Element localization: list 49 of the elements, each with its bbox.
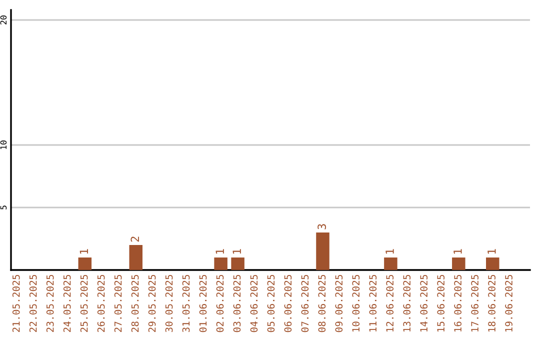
- x-tick-label: 03.06.2025: [233, 274, 241, 332]
- x-tick-label: 09.06.2025: [335, 274, 343, 332]
- x-tick-label: 16.06.2025: [454, 274, 462, 332]
- x-tick-label: 31.05.2025: [182, 274, 190, 332]
- bar: [214, 258, 228, 270]
- x-tick-label: 04.06.2025: [250, 274, 258, 332]
- x-tick-label: 12.06.2025: [386, 274, 394, 332]
- x-tick-label: 15.06.2025: [437, 274, 445, 332]
- x-tick-label: 06.06.2025: [284, 274, 292, 332]
- x-tick-label: 30.05.2025: [165, 274, 173, 332]
- x-tick-label: 08.06.2025: [318, 274, 326, 332]
- bar: [316, 232, 330, 270]
- data-label: 3: [318, 224, 326, 230]
- x-tick-label: 07.06.2025: [301, 274, 309, 332]
- data-label: 1: [216, 249, 224, 254]
- data-label: 1: [80, 249, 88, 254]
- data-label: 2: [130, 236, 139, 242]
- x-tick-label: 27.05.2025: [114, 274, 122, 332]
- x-tick-label: 18.06.2025: [488, 274, 496, 332]
- x-tick-label: 25.05.2025: [80, 274, 88, 332]
- bar: [231, 258, 244, 270]
- bar: [486, 258, 500, 270]
- x-tick-label: 13.06.2025: [403, 274, 411, 332]
- x-tick-label: 10.06.2025: [352, 274, 360, 332]
- data-label: 1: [232, 249, 241, 254]
- x-tick-label: 21.05.2025: [12, 274, 20, 332]
- data-label: 1: [488, 249, 496, 254]
- bar: [78, 258, 92, 270]
- x-tick-label: 28.05.2025: [131, 274, 139, 332]
- data-label: 1: [454, 249, 462, 254]
- y-tick-label: 20: [0, 16, 7, 24]
- bar: [384, 258, 398, 270]
- x-tick-label: 29.05.2025: [148, 274, 156, 332]
- x-tick-label: 19.06.2025: [505, 274, 512, 332]
- x-tick-label: 26.05.2025: [97, 274, 105, 332]
- x-tick-label: 22.05.2025: [29, 274, 37, 332]
- x-tick-label: 24.05.2025: [63, 274, 71, 332]
- data-label: 1: [386, 249, 394, 254]
- x-tick-label: 11.06.2025: [369, 274, 377, 332]
- bar: [129, 245, 142, 270]
- x-tick-label: 02.06.2025: [216, 274, 224, 332]
- x-tick-label: 23.05.2025: [46, 274, 54, 332]
- x-tick-label: 01.06.2025: [199, 274, 207, 332]
- y-tick-label: 10: [0, 140, 7, 150]
- x-tick-label: 17.06.2025: [471, 274, 478, 332]
- x-tick-label: 14.06.2025: [420, 274, 428, 332]
- bar: [452, 258, 466, 270]
- x-tick-label: 05.06.2025: [267, 274, 275, 332]
- y-tick-label: 5: [0, 206, 7, 210]
